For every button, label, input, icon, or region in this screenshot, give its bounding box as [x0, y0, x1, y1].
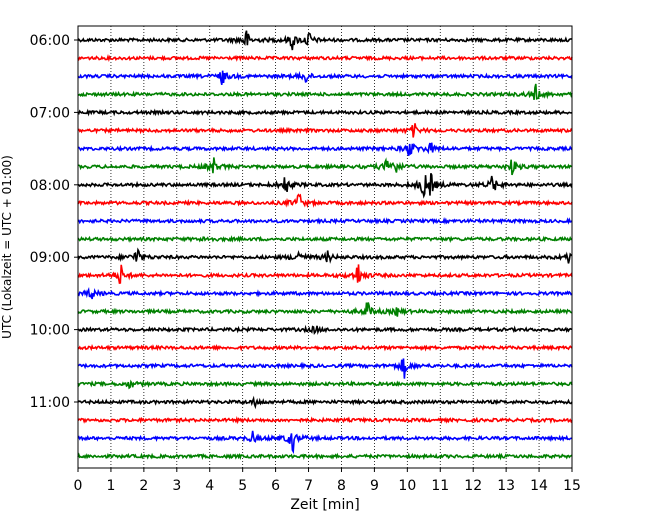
x-tick-label-13: 13 — [497, 478, 515, 494]
trace-1115 — [77, 415, 573, 425]
trace-1030 — [77, 358, 573, 379]
x-axis-ticks: 0 1 2 3 4 5 6 7 8 9 10 11 12 13 14 15 — [74, 468, 581, 494]
trace-0915 — [77, 264, 573, 284]
trace-0945 — [77, 302, 573, 317]
x-tick-label-5: 5 — [238, 478, 247, 494]
x-tick-label-8: 8 — [337, 478, 346, 494]
y-tick-label-1: 07:00 — [30, 105, 70, 121]
trace-0600 — [77, 30, 573, 51]
trace-1000 — [77, 324, 573, 336]
y-tick-label-2: 08:00 — [30, 178, 70, 194]
trace-series — [77, 30, 573, 461]
x-tick-label-12: 12 — [464, 478, 482, 494]
plot-frame — [77, 25, 573, 469]
trace-0700 — [77, 108, 573, 117]
x-tick-label-11: 11 — [431, 478, 449, 494]
x-tick-label-7: 7 — [304, 478, 313, 494]
trace-0845 — [77, 235, 573, 243]
y-axis-ticks: 06:00 07:00 08:00 09:00 10:00 11:00 — [30, 33, 78, 411]
trace-1100 — [77, 395, 573, 410]
trace-1015 — [77, 344, 573, 352]
trace-0715 — [77, 123, 573, 138]
x-tick-label-15: 15 — [563, 478, 581, 494]
x-tick-label-14: 14 — [530, 478, 548, 494]
x-tick-label-6: 6 — [271, 478, 280, 494]
trace-0815 — [77, 193, 573, 209]
trace-0800 — [77, 172, 573, 199]
trace-0630 — [77, 70, 573, 86]
x-tick-label-4: 4 — [205, 478, 214, 494]
trace-0745 — [77, 157, 573, 176]
y-tick-label-3: 09:00 — [30, 250, 70, 266]
trace-0730 — [77, 142, 573, 157]
y-tick-label-0: 06:00 — [30, 33, 70, 49]
x-tick-label-1: 1 — [106, 478, 115, 494]
x-tick-label-2: 2 — [139, 478, 148, 494]
trace-0900 — [77, 247, 573, 264]
trace-1145 — [77, 452, 573, 461]
trace-0645 — [77, 83, 573, 100]
trace-0930 — [77, 287, 573, 300]
trace-0615 — [77, 53, 573, 63]
x-tick-label-9: 9 — [370, 478, 379, 494]
y-tick-label-5: 11:00 — [30, 395, 70, 411]
y-axis-label: UTC (Lokalzeit = UTC + 01:00) — [0, 155, 14, 339]
trace-0830 — [78, 216, 573, 225]
x-tick-label-3: 3 — [172, 478, 181, 494]
x-tick-label-10: 10 — [398, 478, 416, 494]
trace-1045 — [77, 379, 573, 390]
x-tick-label-0: 0 — [74, 478, 83, 494]
x-axis-label: Zeit [min] — [290, 497, 359, 513]
y-tick-label-4: 10:00 — [30, 323, 70, 339]
trace-1130 — [77, 430, 573, 455]
